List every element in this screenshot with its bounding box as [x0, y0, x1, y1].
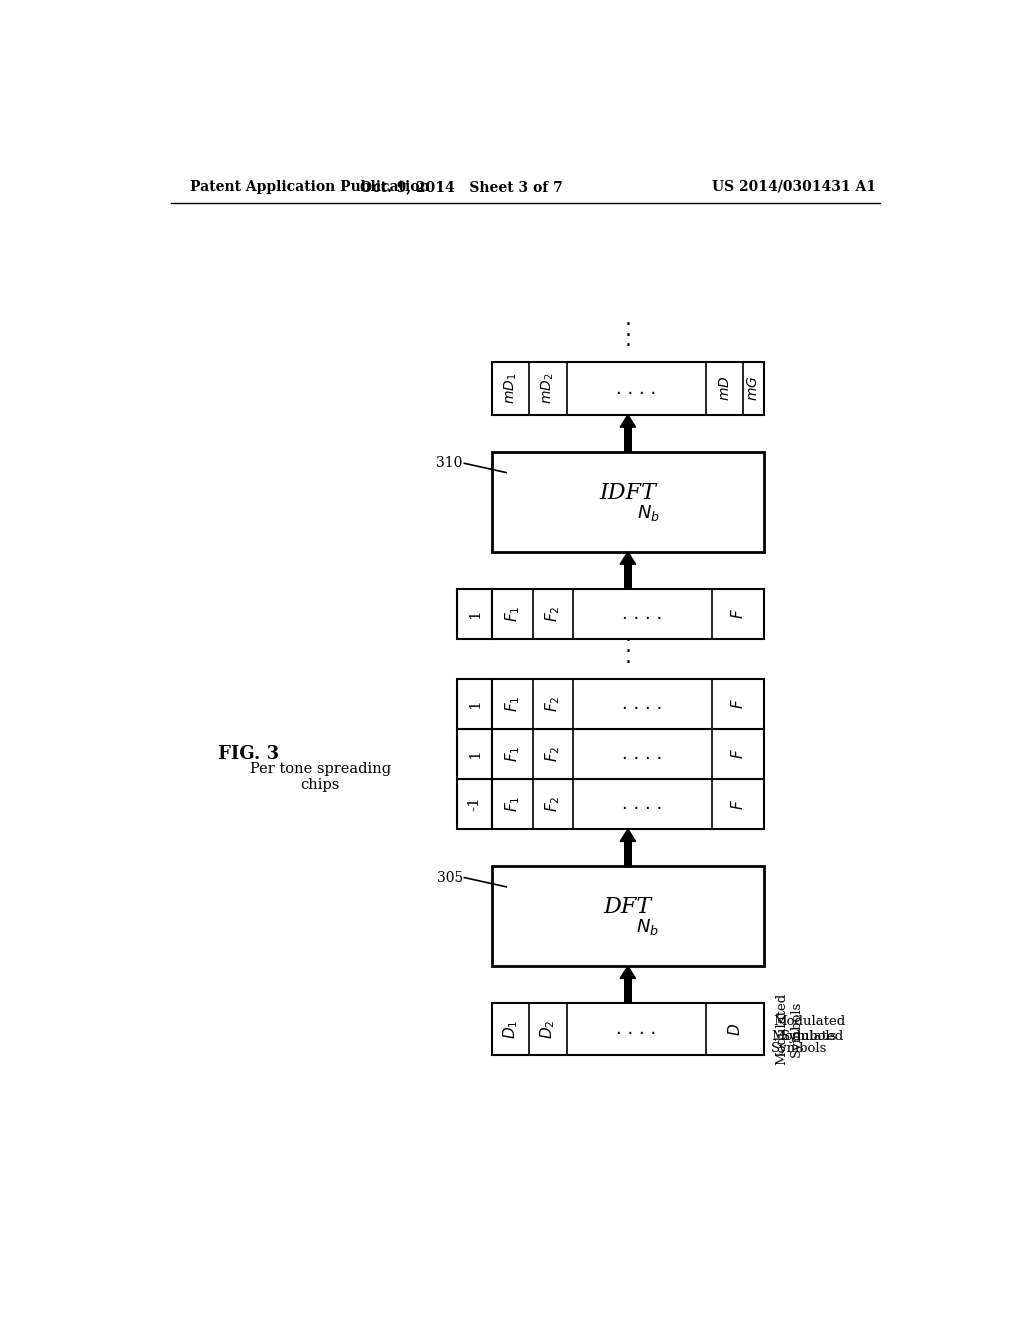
- Text: -1: -1: [468, 796, 482, 812]
- Text: Per tone spreading
chips: Per tone spreading chips: [250, 762, 391, 792]
- Text: $F$: $F$: [730, 698, 745, 709]
- Text: $mD$: $mD$: [718, 376, 732, 401]
- Bar: [493, 363, 764, 414]
- Bar: [458, 678, 493, 729]
- Text: 305: 305: [436, 871, 463, 884]
- Text: $F_1$: $F_1$: [503, 606, 522, 622]
- Polygon shape: [621, 552, 636, 564]
- Text: $F_2$: $F_2$: [544, 796, 562, 812]
- Polygon shape: [621, 966, 636, 978]
- Text: US 2014/0301431 A1: US 2014/0301431 A1: [713, 180, 877, 194]
- Text: 1: 1: [468, 609, 482, 619]
- Text: ·: ·: [625, 642, 632, 663]
- Text: . . . .: . . . .: [623, 795, 663, 813]
- Text: $D_2$: $D_2$: [539, 1019, 557, 1039]
- Bar: [493, 589, 764, 639]
- Bar: [624, 841, 632, 866]
- Text: $D$: $D$: [727, 1023, 742, 1036]
- Bar: [493, 451, 764, 552]
- Text: Patent Application Publication: Patent Application Publication: [190, 180, 430, 194]
- Text: $F$: $F$: [730, 609, 745, 619]
- Text: $mD_1$: $mD_1$: [503, 374, 519, 404]
- Text: $F_2$: $F_2$: [544, 696, 562, 713]
- Bar: [624, 978, 632, 1003]
- Text: ·: ·: [625, 326, 632, 346]
- Text: ·: ·: [625, 337, 632, 356]
- Text: Modulated
Symbols: Modulated Symbols: [773, 1015, 845, 1043]
- Bar: [493, 678, 764, 729]
- Text: . . . .: . . . .: [616, 1020, 656, 1039]
- Text: ·: ·: [625, 631, 632, 651]
- Polygon shape: [621, 414, 636, 428]
- Text: $mG$: $mG$: [746, 376, 761, 401]
- Text: FIG. 3: FIG. 3: [217, 744, 279, 763]
- Bar: [493, 866, 764, 966]
- Bar: [458, 589, 493, 639]
- Bar: [458, 729, 493, 779]
- Text: $F$: $F$: [730, 748, 745, 759]
- Text: $F_2$: $F_2$: [544, 746, 562, 762]
- Text: DFT: DFT: [604, 896, 652, 917]
- Text: . . . .: . . . .: [623, 694, 663, 713]
- Bar: [458, 779, 493, 829]
- Text: $F_1$: $F_1$: [503, 746, 522, 762]
- Text: Oct. 9, 2014   Sheet 3 of 7: Oct. 9, 2014 Sheet 3 of 7: [359, 180, 562, 194]
- Text: $N_b$: $N_b$: [636, 917, 658, 937]
- Text: Modulated
Symbols: Modulated Symbols: [775, 993, 803, 1065]
- Text: ·: ·: [625, 653, 632, 673]
- Bar: [493, 1003, 764, 1056]
- Text: $F_2$: $F_2$: [544, 606, 562, 622]
- Bar: [493, 729, 764, 779]
- Text: $mD_2$: $mD_2$: [540, 374, 556, 404]
- Text: 1: 1: [468, 700, 482, 709]
- Text: . . . .: . . . .: [623, 744, 663, 763]
- Polygon shape: [621, 829, 636, 841]
- Text: . . . .: . . . .: [616, 380, 656, 397]
- Text: 1: 1: [468, 750, 482, 759]
- Text: ·: ·: [625, 314, 632, 335]
- Text: Symbols: Symbols: [771, 1041, 827, 1055]
- Bar: [493, 779, 764, 829]
- Text: $F_1$: $F_1$: [503, 696, 522, 713]
- Bar: [624, 428, 632, 451]
- Text: . . . .: . . . .: [623, 605, 663, 623]
- Text: 310: 310: [436, 457, 463, 470]
- Text: Modulated: Modulated: [771, 1031, 844, 1044]
- Text: $N_b$: $N_b$: [637, 503, 660, 523]
- Text: $F$: $F$: [730, 799, 745, 809]
- Text: $D_1$: $D_1$: [502, 1019, 520, 1039]
- Bar: [624, 564, 632, 589]
- Text: IDFT: IDFT: [599, 482, 656, 504]
- Text: $F_1$: $F_1$: [503, 796, 522, 812]
